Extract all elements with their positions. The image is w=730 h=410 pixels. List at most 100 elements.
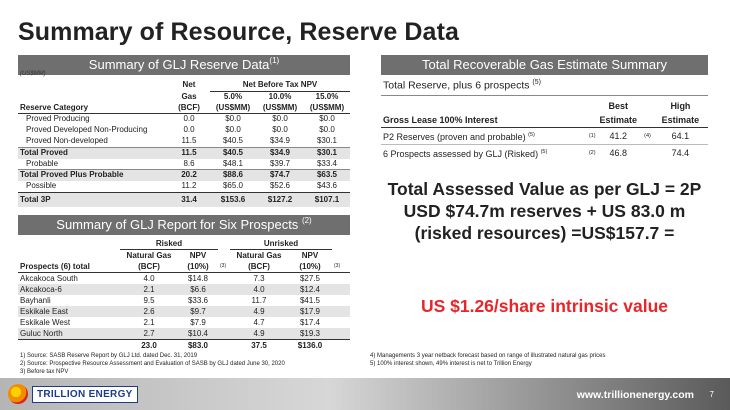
- header-npv5: 5.0%: [223, 91, 243, 101]
- header-risked-bcf: (BCF): [120, 261, 178, 273]
- table-row: Probable 8.6 $48.1 $39.7 $33.4: [18, 158, 350, 171]
- cell-risked-gas: 2.7: [120, 328, 178, 340]
- cell-unrisked-gas: 4.0: [230, 284, 288, 295]
- reserve-table: Net Net Before Tax NPV Gas 5.0% 10.0% 15…: [18, 80, 350, 207]
- cell-unrisked-gas: 7.3: [253, 274, 265, 283]
- table-row: Akcakoca-6 2.1 $6.6 4.0 $12.4: [18, 284, 350, 295]
- header-risked-pct: (10%): [178, 261, 218, 273]
- cell-gas: 20.2: [168, 169, 210, 182]
- cell-npv15: $33.4: [304, 158, 350, 171]
- prospect-banner-title: Summary of GLJ Report for Six Prospects: [56, 217, 299, 232]
- header-prospects: Prospects (6) total: [18, 261, 120, 273]
- header-reserve-category: Reserve Category: [18, 102, 168, 115]
- cell-gas: 11.2: [181, 181, 197, 191]
- prospect-name: Eskikale East: [18, 306, 120, 317]
- cell-npv5: $153.6: [210, 191, 256, 207]
- row-label: Proved Non-developed: [18, 135, 168, 148]
- row-label: 6 Prospects assessed by GLJ (Risked) (5): [381, 145, 584, 162]
- cell-npv10: $0.0: [272, 114, 288, 124]
- header-npv10: 10.0%: [268, 91, 292, 101]
- cell-risked-npv: $14.8: [187, 274, 209, 283]
- cell-npv10: $34.9: [256, 147, 304, 159]
- table-row: P2 Reserves (proven and probable) (5) (1…: [381, 127, 708, 145]
- cell-gas: 0.0: [183, 125, 195, 135]
- header-unit-5: (US$MM): [210, 102, 256, 115]
- row-label: Total Proved: [18, 147, 168, 159]
- header-high-estimate: Estimate: [652, 113, 708, 128]
- cell-best: 41.2: [597, 127, 640, 145]
- total-unrisked-gas: 37.5: [230, 339, 288, 351]
- header-unrisked: Unrisked: [230, 238, 332, 250]
- page-number: 7: [709, 390, 714, 399]
- cell-high: 74.4: [671, 148, 690, 158]
- cell-risked-gas: 2.1: [143, 318, 155, 327]
- cell-npv15: $0.0: [319, 125, 335, 135]
- cell-npv10: $74.7: [256, 169, 304, 182]
- company-logo: TRILLION ENERGY: [8, 383, 138, 405]
- table-row-total: 23.0 $83.0 37.5 $136.0: [18, 339, 350, 351]
- footnote: 4) Managements 3 year netback forecast b…: [370, 353, 606, 359]
- cell-risked-gas: 4.0: [143, 274, 155, 283]
- header-unrisked-bcf: (BCF): [230, 261, 288, 273]
- footnotes-left: 1) Source: SASB Reserve Report by GLJ Lt…: [20, 352, 285, 376]
- cell-gas: 11.5: [168, 135, 210, 148]
- cell-gas: 0.0: [183, 114, 195, 124]
- header-unit-15: (US$MM): [304, 102, 350, 115]
- header-high: High: [670, 101, 691, 111]
- cell-npv5: $65.0: [222, 181, 244, 191]
- table-row: Akcakoca South 4.0 $14.8 7.3 $27.5: [18, 273, 350, 285]
- per-share-value: US $1.26/share intrinsic value: [420, 296, 669, 316]
- prospect-name: Eskikale West: [20, 318, 71, 327]
- cell-unrisked-npv: $17.9: [288, 306, 332, 317]
- cell-npv5: $40.5: [210, 135, 256, 148]
- prospect-table: Risked Unrisked Natural Gas NPV Natural …: [18, 238, 350, 351]
- cell-npv5: $0.0: [225, 114, 241, 124]
- cell-best: 46.8: [609, 148, 628, 158]
- cell-risked-npv: $7.9: [190, 318, 206, 327]
- header-risked-sup: (3): [218, 261, 230, 273]
- cell-gas: 31.4: [168, 191, 210, 207]
- header-npv15: 15.0%: [315, 91, 339, 101]
- header-gas-unit: (BCF): [168, 102, 210, 115]
- reserve-banner-sup: (1): [269, 56, 280, 65]
- cell-risked-npv: $10.4: [178, 328, 218, 340]
- cell-npv15: $0.0: [319, 114, 335, 124]
- table-row: 6 Prospects assessed by GLJ (Risked) (5)…: [381, 145, 708, 162]
- cell-sup-b: [639, 145, 653, 162]
- row-label: Possible: [26, 181, 57, 191]
- recoverable-banner-title: Total Recoverable Gas Estimate Summary: [422, 57, 667, 72]
- prospect-name: Akcakoca South: [20, 274, 78, 283]
- website-link[interactable]: www.trillionenergy.com: [576, 389, 694, 401]
- cell-npv5: $40.5: [210, 147, 256, 159]
- header-net-before-tax-npv: Net Before Tax NPV: [210, 80, 350, 92]
- logo-mark-icon: [8, 384, 28, 404]
- cell-risked-gas: 2.1: [120, 284, 178, 295]
- header-unrisked-gas: Natural Gas: [236, 251, 282, 260]
- cell-gas: 8.6: [168, 158, 210, 171]
- header-risked: Risked: [120, 238, 218, 250]
- footnotes-right: 4) Managements 3 year netback forecast b…: [370, 352, 605, 368]
- cell-sup-b: (4): [639, 127, 653, 145]
- cell-sup-a: (2): [588, 150, 596, 156]
- table-row: Possible 11.2 $65.0 $52.6 $43.6: [18, 181, 350, 192]
- cell-unrisked-gas: 11.7: [251, 296, 267, 305]
- table-row: Eskikale West 2.1 $7.9 4.7 $17.4: [18, 317, 350, 328]
- footnote: 5) 100% interest shown, 49% interest is …: [370, 361, 532, 367]
- row-label: Probable: [18, 158, 168, 171]
- cell-npv10: $52.6: [269, 181, 291, 191]
- cell-unrisked-gas: 4.9: [230, 306, 288, 317]
- recoverable-table: Best High Gross Lease 100% Interest Esti…: [381, 99, 708, 161]
- cell-unrisked-npv: $41.5: [299, 296, 321, 305]
- recoverable-banner: Total Recoverable Gas Estimate Summary: [381, 55, 708, 75]
- header-gas: Gas: [181, 91, 197, 101]
- cell-unrisked-npv: $12.4: [288, 284, 332, 295]
- cell-sup-a: (1): [583, 127, 598, 145]
- cell-risked-npv: $9.7: [178, 306, 218, 317]
- cell-npv15: $43.6: [316, 181, 338, 191]
- cell-npv15: $63.5: [304, 169, 350, 182]
- cell-npv15: $107.1: [304, 191, 350, 207]
- cell-npv10: $127.2: [256, 191, 304, 207]
- cell-risked-gas: 9.5: [143, 296, 155, 305]
- cell-risked-npv: $33.6: [187, 296, 209, 305]
- cell-unrisked-gas: 4.7: [253, 318, 265, 327]
